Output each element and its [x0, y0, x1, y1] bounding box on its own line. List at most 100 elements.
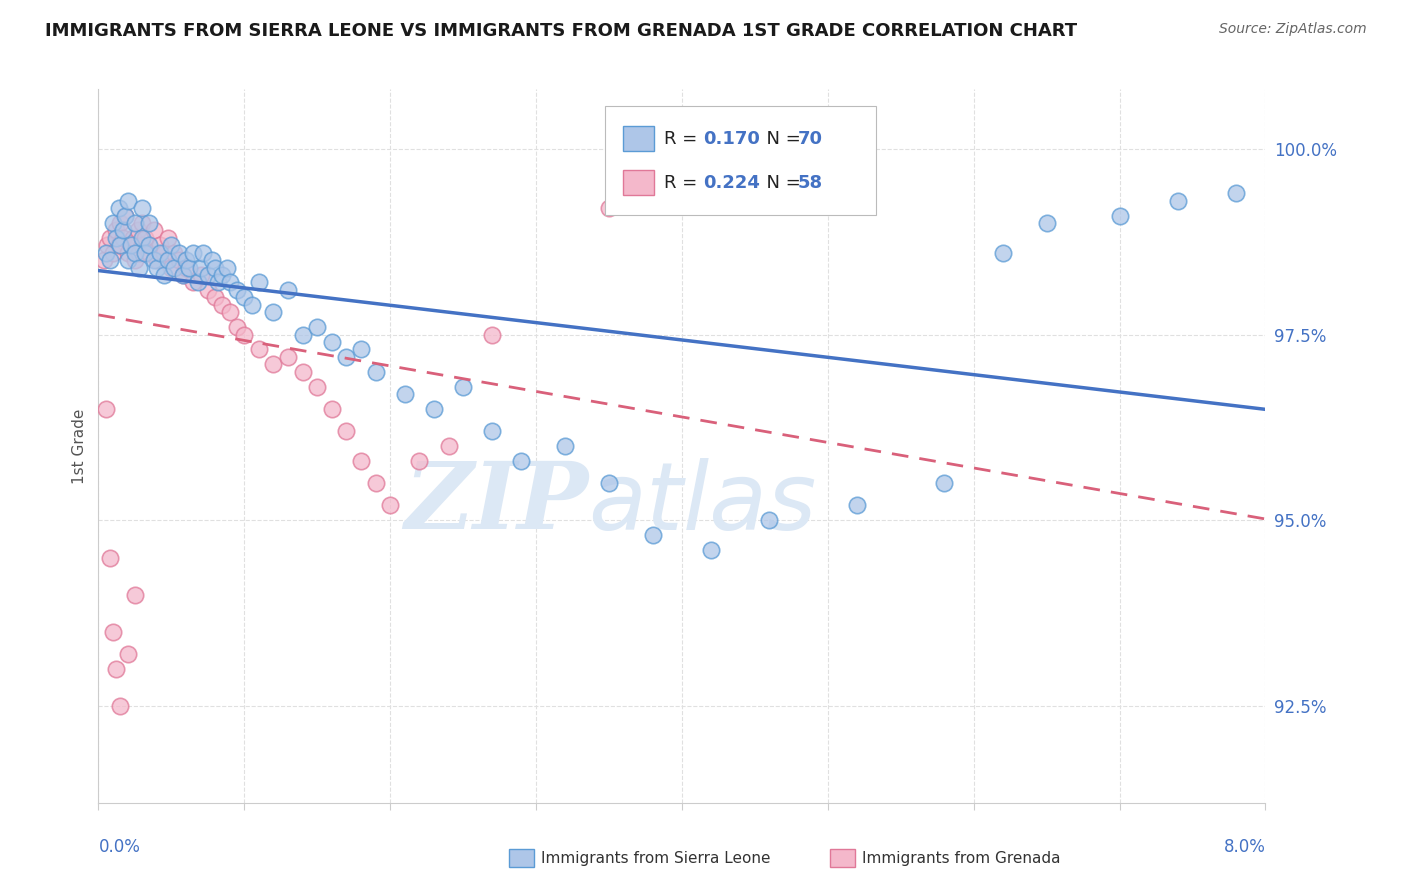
Point: [233, 290, 256, 304]
Point: [93, 253, 115, 268]
Text: 0.224: 0.224: [703, 174, 761, 192]
Text: ZIP: ZIP: [405, 458, 589, 548]
Point: [108, 201, 131, 215]
Point: [138, 238, 160, 252]
Point: [598, 476, 620, 491]
Point: [131, 216, 153, 230]
Point: [160, 260, 183, 275]
Point: [211, 298, 233, 312]
Point: [204, 290, 226, 304]
Point: [138, 245, 160, 260]
Text: 58: 58: [797, 174, 823, 192]
Point: [160, 238, 183, 252]
Point: [277, 283, 299, 297]
Point: [197, 268, 219, 282]
Point: [1035, 216, 1057, 230]
Point: [1108, 209, 1130, 223]
Point: [110, 238, 132, 252]
Point: [163, 245, 186, 260]
Text: Immigrants from Sierra Leone: Immigrants from Sierra Leone: [541, 851, 770, 865]
Point: [157, 253, 180, 268]
Point: [350, 343, 373, 357]
Text: atlas: atlas: [589, 458, 817, 549]
Point: [700, 543, 723, 558]
Point: [1225, 186, 1247, 201]
Point: [211, 268, 233, 282]
Point: [201, 253, 224, 268]
Point: [226, 283, 249, 297]
Text: IMMIGRANTS FROM SIERRA LEONE VS IMMIGRANTS FROM GRENADA 1ST GRADE CORRELATION CH: IMMIGRANTS FROM SIERRA LEONE VS IMMIGRAN…: [45, 22, 1077, 40]
Point: [758, 513, 780, 527]
Point: [167, 253, 190, 268]
Point: [124, 245, 146, 260]
Point: [124, 216, 146, 230]
Point: [138, 216, 160, 230]
Point: [120, 238, 142, 252]
Text: Source: ZipAtlas.com: Source: ZipAtlas.com: [1219, 22, 1367, 37]
Point: [207, 276, 229, 290]
Point: [335, 350, 357, 364]
Point: [131, 238, 153, 252]
Text: R =: R =: [664, 174, 703, 192]
Point: [307, 379, 329, 393]
Point: [187, 276, 209, 290]
Point: [174, 260, 197, 275]
Point: [307, 320, 329, 334]
Point: [149, 245, 172, 260]
Point: [104, 662, 127, 676]
Point: [554, 439, 576, 453]
Point: [218, 276, 240, 290]
Point: [193, 245, 215, 260]
Point: [128, 260, 150, 275]
Point: [98, 231, 121, 245]
Point: [117, 253, 139, 268]
Point: [437, 439, 460, 453]
Point: [172, 268, 194, 282]
Point: [291, 327, 314, 342]
Point: [262, 357, 284, 371]
Point: [142, 223, 165, 237]
Point: [364, 476, 387, 491]
Point: [157, 231, 180, 245]
Text: N =: N =: [755, 174, 807, 192]
Point: [124, 588, 146, 602]
Point: [598, 201, 620, 215]
Point: [146, 260, 169, 275]
Point: [122, 231, 145, 245]
Point: [218, 305, 240, 319]
Text: 0.170: 0.170: [703, 129, 761, 147]
Point: [321, 401, 343, 416]
Point: [131, 231, 153, 245]
Point: [190, 260, 212, 275]
Point: [134, 231, 156, 245]
Point: [131, 201, 153, 215]
Point: [142, 253, 165, 268]
Point: [117, 647, 139, 661]
Point: [321, 334, 343, 349]
Point: [423, 401, 446, 416]
Text: N =: N =: [755, 129, 807, 147]
Point: [247, 343, 270, 357]
Point: [114, 209, 136, 223]
Point: [146, 253, 169, 268]
Point: [262, 305, 284, 319]
Point: [215, 260, 238, 275]
Point: [128, 245, 150, 260]
Point: [104, 223, 127, 237]
Point: [291, 365, 314, 379]
Point: [94, 401, 117, 416]
Point: [364, 365, 387, 379]
Point: [451, 379, 474, 393]
Text: R =: R =: [664, 129, 703, 147]
Point: [394, 387, 416, 401]
Point: [174, 253, 197, 268]
Text: Immigrants from Grenada: Immigrants from Grenada: [862, 851, 1060, 865]
Point: [110, 216, 132, 230]
Point: [163, 260, 186, 275]
Point: [481, 327, 503, 342]
Point: [226, 320, 249, 334]
Point: [1167, 194, 1189, 208]
Point: [167, 245, 190, 260]
Point: [510, 454, 533, 468]
Point: [114, 209, 136, 223]
